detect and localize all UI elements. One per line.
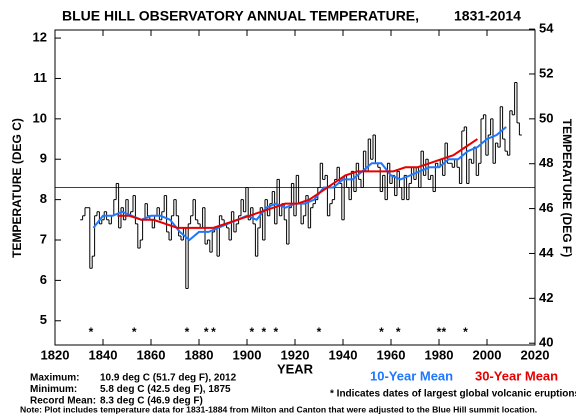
y-tick-label: 10 [33,110,47,125]
volcanic-marker: * [379,325,384,339]
y2-tick-label: 46 [539,200,553,215]
stat-label: Minimum: [30,384,77,395]
x-tick-label: 1940 [329,347,358,362]
x-tick-label: 1920 [281,347,310,362]
mean-line [92,126,507,242]
volcanic-marker: * [204,325,209,339]
y2-tick-label: 40 [539,335,553,350]
y2-tick-label: 48 [539,155,553,170]
legend-entry: 10-Year Mean [370,368,453,383]
stat-value: 8.3 deg C (46.9 deg F) [100,396,203,407]
x-tick-label: 1980 [425,347,454,362]
y2-tick-label: 42 [539,290,553,305]
chart-period: 1831-2014 [454,8,521,24]
x-tick-label: 1820 [41,347,70,362]
volcanic-marker: * [89,325,94,339]
x-tick-label: 1860 [137,347,166,362]
volcanic-marker: * [463,325,468,339]
volcanic-marker: * [211,325,216,339]
mean-line [117,138,478,229]
stat-value: 5.8 deg C (42.5 deg F), 1875 [100,384,231,395]
volcanic-marker: * [249,325,254,339]
y-tick-label: 8 [40,191,47,206]
y-tick-label: 9 [40,151,47,166]
stat-label: Maximum: [30,373,79,384]
volcanic-marker: * [261,325,266,339]
y-tick-label: 6 [40,272,47,287]
y2-tick-label: 54 [539,21,554,36]
y2-tick-label: 52 [539,65,553,80]
x-tick-label: 2020 [521,347,550,362]
volcanic-marker: * [441,325,446,339]
y2-axis-label: TEMPERATURE (DEG F) [560,119,574,257]
volcanic-marker: * [273,325,278,339]
stat-value: 10.9 deg C (51.7 deg F), 2012 [100,373,237,384]
volcanic-note: * Indicates dates of largest global volc… [330,389,576,400]
x-tick-label: 2000 [473,347,502,362]
x-tick-label: 1880 [185,347,214,362]
volcanic-marker: * [317,325,322,339]
footnote: Note: Plot includes temperature data for… [20,404,537,414]
y-tick-label: 11 [33,70,47,85]
y-tick-label: 12 [33,30,47,45]
chart-title: BLUE HILL OBSERVATORY ANNUAL TEMPERATURE… [62,8,419,24]
y-axis-label: TEMPERATURE (DEG C) [10,118,24,258]
stat-label: Record Mean: [30,396,96,407]
volcanic-marker: * [185,325,190,339]
y-tick-label: 7 [40,231,47,246]
x-tick-label: 1840 [89,347,118,362]
volcanic-marker: * [132,325,137,339]
volcanic-marker: * [396,325,401,339]
x-tick-label: 1900 [233,347,262,362]
x-tick-label: 1960 [377,347,406,362]
x-axis-label: YEAR [277,361,314,376]
legend-entry: 30-Year Mean [475,368,558,383]
y2-tick-label: 44 [539,245,554,260]
y2-tick-label: 50 [539,110,553,125]
y-tick-label: 5 [40,312,47,327]
volcanic-marker: * [437,325,442,339]
